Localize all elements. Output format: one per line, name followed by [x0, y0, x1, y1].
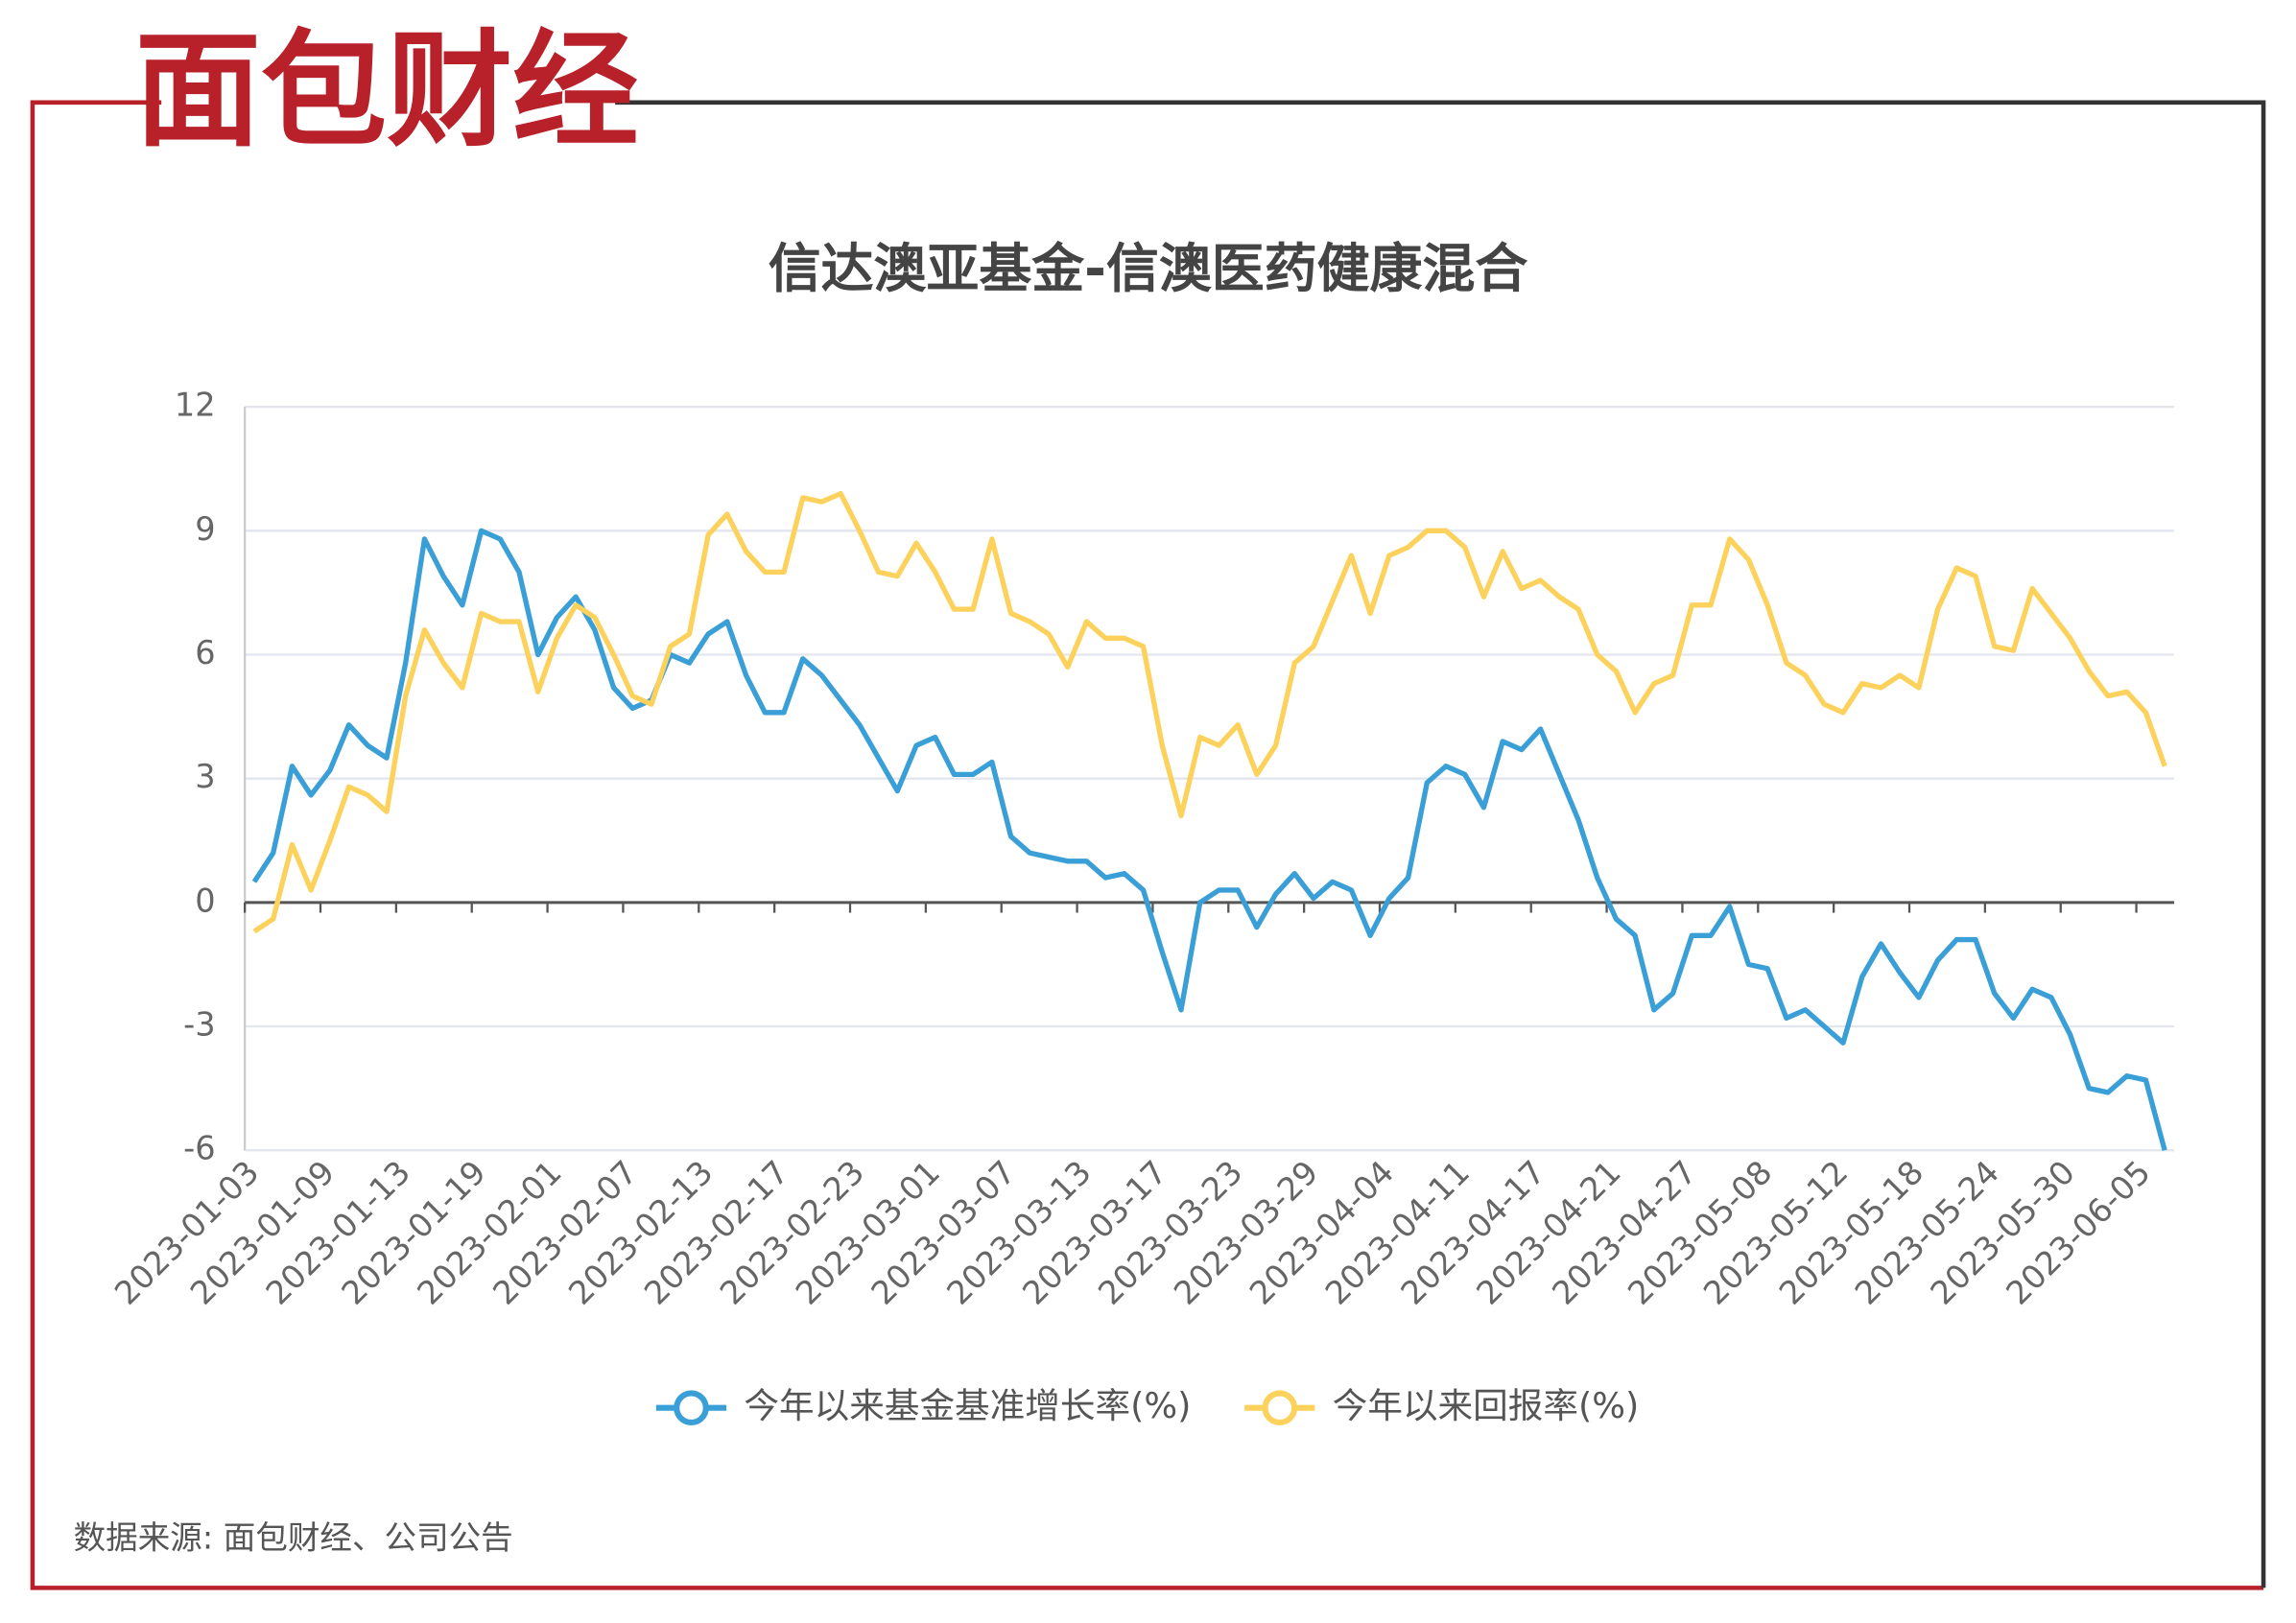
y-tick-label: 12	[175, 387, 216, 424]
source-note: 数据来源: 面包财经、公司公告	[74, 1519, 513, 1557]
legend-label: 今年以来基金基准增长率(%)	[744, 1385, 1191, 1426]
legend-label: 今年以来回报率(%)	[1333, 1385, 1640, 1426]
series-line	[251, 528, 2167, 1151]
series-line	[252, 490, 2167, 934]
chart-title: 信达澳亚基金-信澳医药健康混合	[769, 238, 1528, 299]
y-tick-label: -3	[183, 1006, 215, 1044]
logo: 面包财经	[135, 17, 639, 164]
y-tick-label: 6	[195, 634, 215, 671]
legend-marker	[1262, 1390, 1298, 1426]
legend-marker	[674, 1390, 709, 1426]
y-tick-label: 0	[195, 882, 215, 919]
y-tick-label: 9	[195, 510, 215, 548]
frame-dark	[615, 100, 2266, 1588]
frame-red	[30, 100, 2264, 1590]
y-tick-label: 3	[195, 758, 215, 795]
y-tick-label: -6	[183, 1130, 215, 1167]
